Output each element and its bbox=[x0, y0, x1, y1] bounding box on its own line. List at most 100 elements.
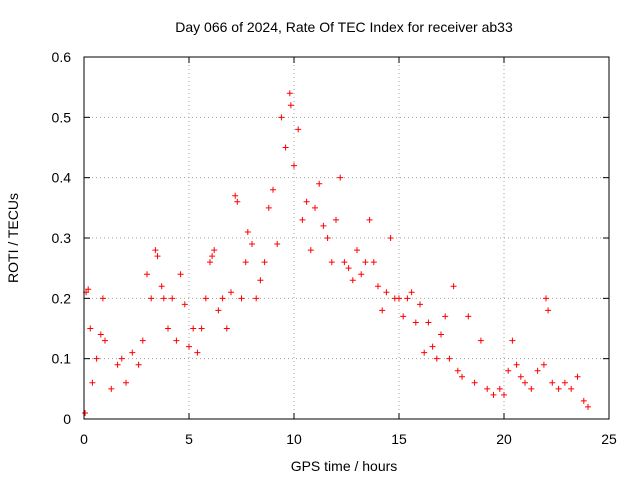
data-point bbox=[82, 409, 89, 416]
data-point bbox=[238, 295, 245, 302]
y-tick-label: 0.6 bbox=[52, 49, 72, 65]
data-point bbox=[312, 204, 318, 211]
y-tick-label: 0 bbox=[63, 411, 71, 427]
data-point bbox=[93, 355, 100, 362]
grid-lines bbox=[84, 57, 609, 419]
data-point bbox=[545, 307, 552, 314]
data-point bbox=[337, 174, 344, 181]
data-point bbox=[358, 271, 365, 278]
data-point bbox=[585, 403, 591, 410]
data-point bbox=[244, 228, 251, 235]
data-point bbox=[190, 325, 197, 332]
data-point bbox=[286, 90, 293, 97]
data-point bbox=[324, 235, 331, 241]
y-tick-label: 0.2 bbox=[52, 290, 72, 306]
data-point bbox=[89, 379, 96, 386]
data-point bbox=[408, 289, 415, 296]
data-point bbox=[417, 301, 423, 308]
data-point bbox=[194, 349, 201, 356]
data-point bbox=[278, 114, 285, 121]
data-point bbox=[396, 295, 402, 302]
data-point bbox=[522, 379, 528, 386]
data-point bbox=[287, 102, 294, 109]
data-point bbox=[181, 301, 188, 308]
data-point bbox=[173, 337, 180, 344]
data-point bbox=[152, 247, 159, 254]
data-point bbox=[459, 373, 465, 380]
data-point bbox=[345, 265, 352, 272]
data-point bbox=[97, 331, 104, 338]
data-point bbox=[169, 295, 176, 302]
data-point bbox=[114, 361, 121, 368]
data-point bbox=[540, 361, 547, 368]
data-point bbox=[303, 198, 310, 205]
data-point bbox=[123, 379, 129, 386]
data-point bbox=[207, 259, 213, 266]
x-tick-label: 15 bbox=[391, 431, 407, 447]
data-point bbox=[135, 361, 142, 368]
data-point bbox=[421, 349, 428, 356]
data-point bbox=[299, 216, 306, 223]
data-point bbox=[265, 204, 272, 211]
data-point bbox=[154, 253, 161, 260]
data-point bbox=[580, 397, 587, 404]
data-point bbox=[471, 379, 478, 386]
x-tick-label: 20 bbox=[496, 431, 512, 447]
data-point bbox=[465, 313, 472, 320]
x-tick-label: 10 bbox=[286, 431, 302, 447]
data-point bbox=[87, 325, 94, 332]
data-point bbox=[234, 198, 241, 205]
data-point bbox=[270, 186, 276, 193]
data-point bbox=[307, 247, 314, 254]
data-point bbox=[375, 283, 381, 290]
data-point bbox=[354, 247, 360, 254]
data-point bbox=[291, 162, 297, 169]
data-point bbox=[333, 216, 339, 223]
data-point bbox=[261, 259, 268, 266]
data-point bbox=[387, 235, 394, 241]
data-point bbox=[328, 259, 335, 266]
data-point bbox=[295, 126, 302, 133]
data-point bbox=[228, 289, 234, 296]
axis-ticks: 0 5 10 15 20 25 0 0.1 0.2 0.3 0.4 0.5 0.6 bbox=[52, 49, 617, 447]
data-point bbox=[561, 379, 568, 386]
data-point bbox=[242, 259, 249, 266]
x-axis-label: GPS time / hours bbox=[291, 458, 398, 474]
data-point bbox=[198, 325, 205, 332]
data-point bbox=[215, 307, 222, 314]
data-point bbox=[425, 319, 432, 326]
data-point bbox=[144, 271, 150, 278]
data-point bbox=[555, 385, 562, 392]
data-point bbox=[160, 295, 167, 302]
data-point bbox=[509, 337, 516, 344]
data-point bbox=[165, 325, 171, 332]
data-point bbox=[429, 343, 436, 350]
data-point bbox=[253, 295, 260, 302]
data-point bbox=[370, 259, 377, 266]
data-point bbox=[543, 295, 549, 302]
data-point bbox=[513, 361, 520, 368]
data-point bbox=[118, 355, 125, 362]
data-point bbox=[148, 295, 155, 302]
data-point bbox=[505, 367, 512, 374]
data-point bbox=[129, 349, 136, 356]
data-point bbox=[400, 313, 407, 320]
y-tick-label: 0.1 bbox=[52, 351, 72, 367]
data-point bbox=[433, 355, 440, 362]
data-point bbox=[574, 373, 581, 380]
data-point bbox=[341, 259, 348, 266]
data-point bbox=[549, 379, 556, 386]
data-point bbox=[316, 180, 323, 187]
data-point bbox=[442, 313, 449, 320]
data-point bbox=[404, 295, 411, 302]
data-point bbox=[219, 295, 226, 302]
y-tick-label: 0.5 bbox=[52, 109, 72, 125]
data-point bbox=[517, 373, 524, 380]
data-point bbox=[320, 222, 327, 229]
data-point bbox=[379, 307, 386, 314]
data-point bbox=[232, 192, 239, 199]
data-point bbox=[249, 241, 255, 248]
plot-frame bbox=[83, 56, 610, 420]
data-point bbox=[383, 289, 390, 296]
